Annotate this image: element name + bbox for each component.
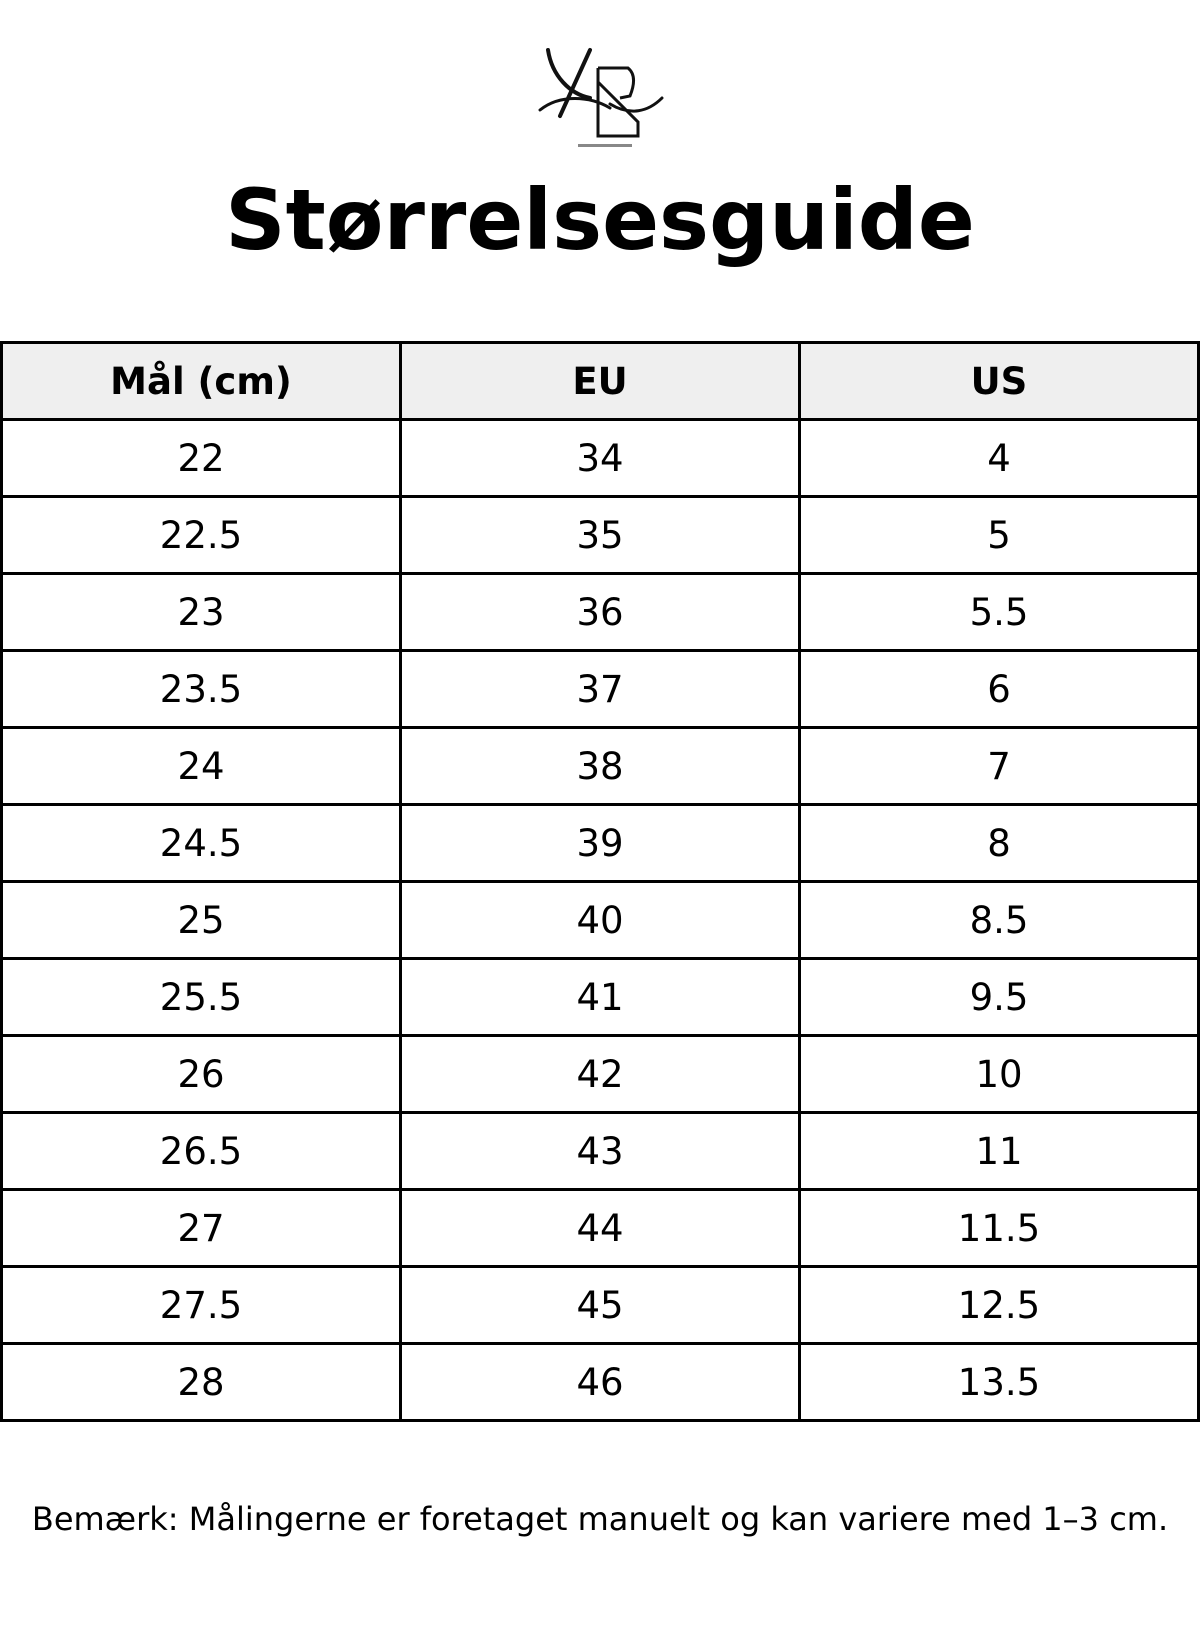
cell-eu: 44 (399, 1188, 801, 1268)
cell-us: 11 (798, 1111, 1200, 1191)
column-header-eu: EU (399, 341, 801, 421)
cell-us: 10 (798, 1034, 1200, 1114)
cell-us: 12.5 (798, 1265, 1200, 1345)
cell-us: 7 (798, 726, 1200, 806)
brand-logo (538, 48, 664, 147)
cell-us: 4 (798, 418, 1200, 498)
column-header-cm: Mål (cm) (0, 341, 402, 421)
cell-eu: 42 (399, 1034, 801, 1114)
cell-us: 11.5 (798, 1188, 1200, 1268)
cell-cm: 23.5 (0, 649, 402, 729)
cell-cm: 22 (0, 418, 402, 498)
cell-us: 5 (798, 495, 1200, 575)
table-row: 24 38 7 (0, 726, 1200, 806)
cell-cm: 26.5 (0, 1111, 402, 1191)
table-row: 24.5 39 8 (0, 803, 1200, 883)
cell-eu: 38 (399, 726, 801, 806)
cell-us: 8.5 (798, 880, 1200, 960)
cell-eu: 46 (399, 1342, 801, 1422)
cell-eu: 35 (399, 495, 801, 575)
table-row: 22 34 4 (0, 418, 1200, 498)
measurement-note: Bemærk: Målingerne er foretaget manuelt … (31, 1500, 1169, 1538)
size-table: Mål (cm) EU US 22 34 4 22.5 35 5 23 36 5.5 23.5 37… (0, 341, 1200, 1422)
table-row: 23.5 37 6 (0, 649, 1200, 729)
cell-us: 9.5 (798, 957, 1200, 1037)
cell-cm: 24.5 (0, 803, 402, 883)
cell-cm: 26 (0, 1034, 402, 1114)
table-row: 28 46 13.5 (0, 1342, 1200, 1422)
table-row: 23 36 5.5 (0, 572, 1200, 652)
cell-us: 5.5 (798, 572, 1200, 652)
cell-cm: 28 (0, 1342, 402, 1422)
cell-us: 8 (798, 803, 1200, 883)
cell-eu: 45 (399, 1265, 801, 1345)
cell-eu: 37 (399, 649, 801, 729)
cell-cm: 25.5 (0, 957, 402, 1037)
cell-eu: 43 (399, 1111, 801, 1191)
cell-cm: 25 (0, 880, 402, 960)
cell-cm: 27.5 (0, 1265, 402, 1345)
cell-cm: 24 (0, 726, 402, 806)
cell-cm: 23 (0, 572, 402, 652)
table-row: 25 40 8.5 (0, 880, 1200, 960)
cell-us: 13.5 (798, 1342, 1200, 1422)
cell-eu: 36 (399, 572, 801, 652)
table-row: 22.5 35 5 (0, 495, 1200, 575)
table-row: 27 44 11.5 (0, 1188, 1200, 1268)
cell-cm: 27 (0, 1188, 402, 1268)
cell-eu: 34 (399, 418, 801, 498)
table-row: 25.5 41 9.5 (0, 957, 1200, 1037)
page-title: Størrelsesguide (225, 171, 975, 269)
table-row: 26 42 10 (0, 1034, 1200, 1114)
cell-cm: 22.5 (0, 495, 402, 575)
column-header-us: US (798, 341, 1200, 421)
cell-eu: 41 (399, 957, 801, 1037)
table-row: 26.5 43 11 (0, 1111, 1200, 1191)
table-row: 27.5 45 12.5 (0, 1265, 1200, 1345)
header-row: Mål (cm) EU US (0, 341, 1200, 421)
cell-eu: 40 (399, 880, 801, 960)
cell-eu: 39 (399, 803, 801, 883)
cell-us: 6 (798, 649, 1200, 729)
